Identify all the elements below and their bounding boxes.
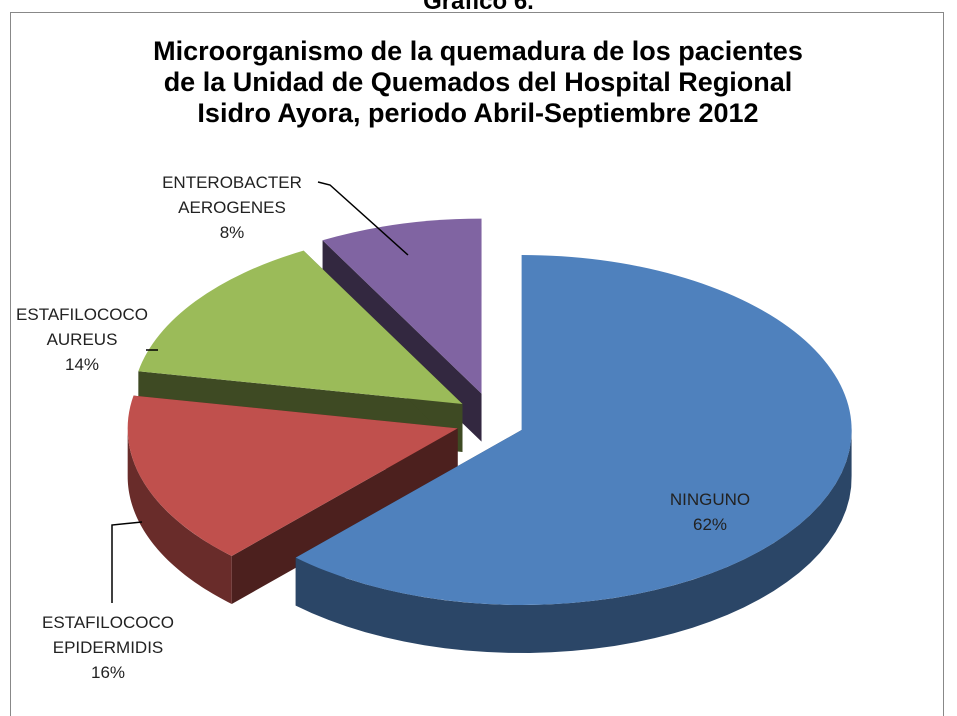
slice-wall: [231, 428, 458, 604]
slice-top: [295, 255, 852, 606]
slice-label: ESTAFILOCOCO AUREUS 14%: [2, 302, 162, 377]
slice-label: NINGUNO 62%: [610, 487, 810, 537]
leader-line: [317, 181, 409, 256]
pie: [127, 218, 852, 653]
slice: [295, 255, 852, 653]
slice-label: ESTAFILOCOCO EPIDERMIDIS 16%: [18, 610, 198, 685]
slice-top: [138, 250, 463, 405]
slice-top: [127, 395, 458, 556]
slice: [127, 395, 458, 604]
slice-side: [127, 427, 232, 604]
slice-top: [322, 218, 482, 394]
value-label: 16%: [90, 663, 126, 682]
slice-side: [295, 427, 852, 653]
category-name: ESTAFILOCOCO EPIDERMIDIS: [42, 613, 174, 657]
leader-line: [111, 521, 143, 603]
chart-frame: [10, 12, 944, 716]
chart-title: Microorganismo de la quemadura de los pa…: [153, 36, 803, 128]
category-name: ESTAFILOCOCO AUREUS: [16, 305, 148, 349]
value-label: 62%: [692, 515, 728, 534]
value-label: 14%: [64, 355, 100, 374]
caption: Gráfico 6.: [423, 0, 534, 15]
slice-label: ENTEROBACTER AEROGENES 8%: [142, 170, 322, 245]
category-name: ENTEROBACTER AEROGENES: [162, 173, 302, 217]
category-name: NINGUNO: [669, 490, 751, 509]
value-label: 8%: [219, 223, 245, 242]
